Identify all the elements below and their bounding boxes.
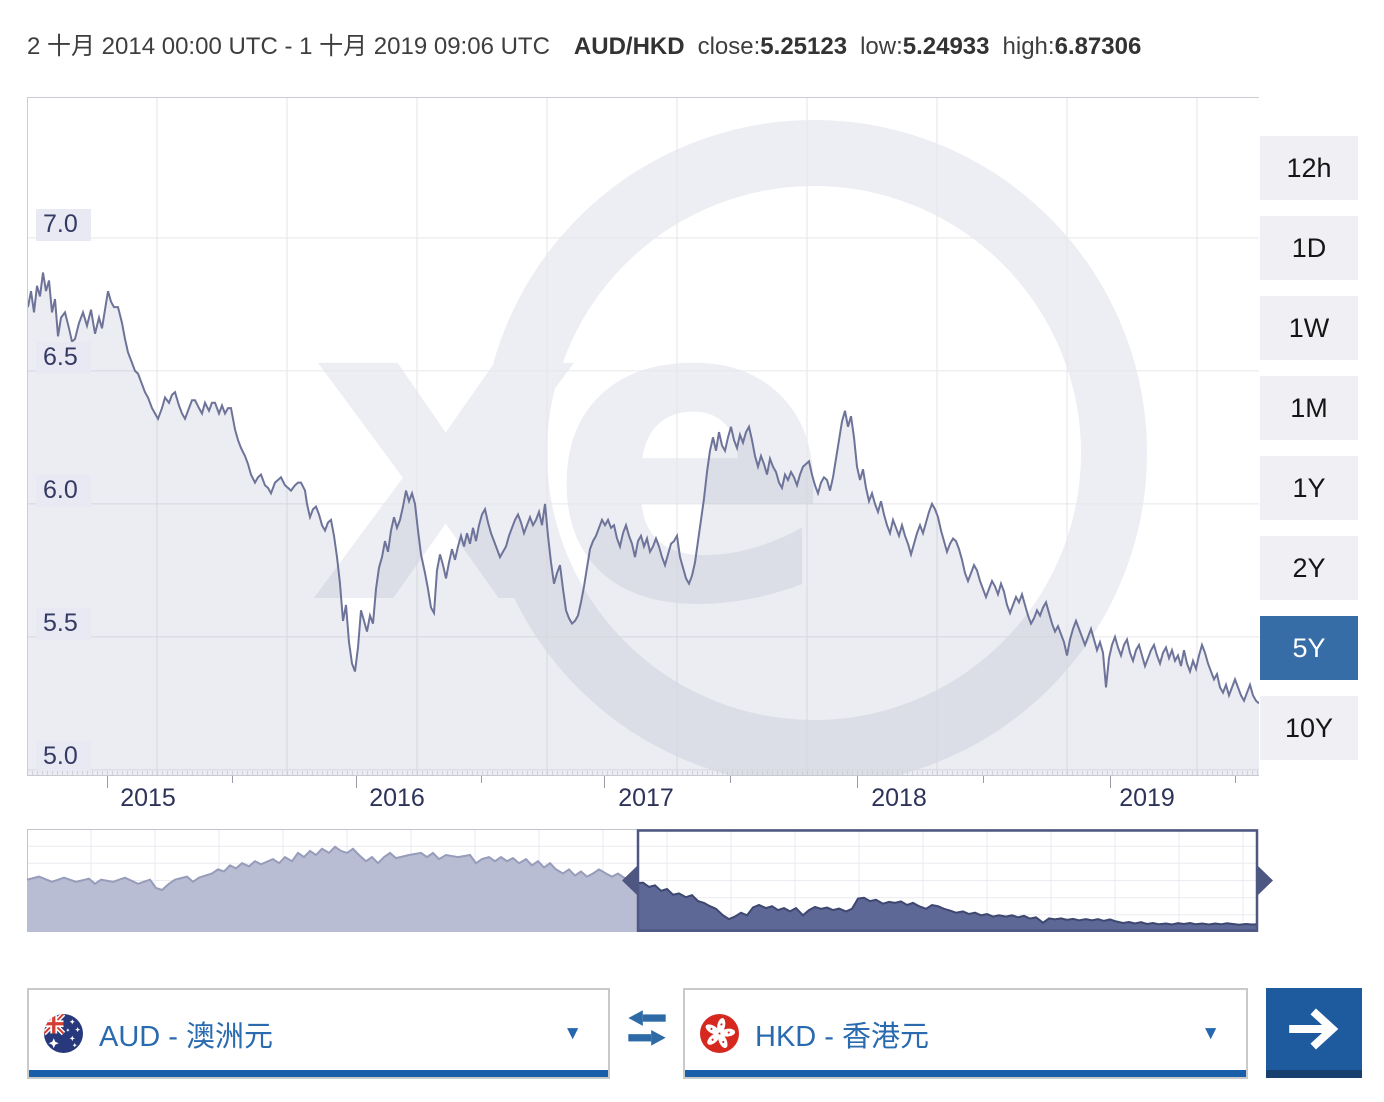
range-button-10y[interactable]: 10Y xyxy=(1260,696,1358,760)
range-button-1w[interactable]: 1W xyxy=(1260,296,1358,360)
navigator-area-unselected xyxy=(27,846,637,932)
price-line xyxy=(28,272,1259,705)
high-value: 6.87306 xyxy=(1054,33,1142,60)
select-underline xyxy=(29,1070,608,1077)
swap-currencies-button[interactable] xyxy=(620,1006,674,1054)
chart-header: 2 十月 2014 00:00 UTC - 1 十月 2019 09:06 UT… xyxy=(27,26,1141,61)
x-axis-major-tick xyxy=(604,776,605,788)
range-button-1y[interactable]: 1Y xyxy=(1260,456,1358,520)
price-area xyxy=(28,272,1259,776)
x-axis-minor-tick xyxy=(983,776,984,783)
to-currency-select[interactable]: HKD - 香港元 ▼ xyxy=(683,988,1248,1079)
view-chart-button[interactable] xyxy=(1266,988,1362,1078)
high-label: high: xyxy=(1002,33,1055,60)
x-axis-year-label: 2019 xyxy=(1119,784,1175,812)
to-currency-label: HKD - 香港元 xyxy=(755,1020,930,1053)
from-currency-label: AUD - 澳洲元 xyxy=(99,1020,274,1053)
high-stat: high:6.87306 xyxy=(1003,33,1142,60)
range-selector: 12h 1D 1W 1M 1Y 2Y 5Y 10Y xyxy=(1260,136,1358,776)
navigator-area-selected xyxy=(637,882,1258,932)
chevron-down-icon: ▼ xyxy=(1201,1022,1220,1044)
x-axis-minor-tick xyxy=(481,776,482,783)
svg-text:e: e xyxy=(549,209,834,698)
low-stat: low:5.24933 xyxy=(860,33,989,60)
close-stat: close:5.25123 xyxy=(698,33,847,60)
navigator-selection[interactable] xyxy=(636,829,1259,932)
close-label: close: xyxy=(697,33,761,60)
price-chart-svg: xe xyxy=(28,98,1259,776)
y-axis-label: 5.0 xyxy=(36,740,91,773)
from-currency-select[interactable]: AUD - 澳洲元 ▼ xyxy=(27,988,610,1079)
select-underline xyxy=(685,1070,1246,1077)
y-axis-label: 6.0 xyxy=(36,474,91,507)
date-range: 2 十月 2014 00:00 UTC - 1 十月 2019 09:06 UT… xyxy=(27,33,550,60)
australia-flag-icon xyxy=(44,1014,83,1053)
range-button-1d[interactable]: 1D xyxy=(1260,216,1358,280)
y-axis-label: 7.0 xyxy=(36,208,91,241)
x-axis-major-tick xyxy=(1110,776,1111,788)
x-axis-major-tick xyxy=(857,776,858,788)
hong-kong-flag-icon xyxy=(700,1014,739,1053)
chevron-down-icon: ▼ xyxy=(563,1022,582,1044)
x-axis-minor-tick xyxy=(1235,776,1236,783)
chart-navigator[interactable] xyxy=(26,829,1273,932)
x-axis-major-tick xyxy=(107,776,108,788)
y-axis-label: 6.5 xyxy=(36,341,91,374)
x-axis-year-label: 2017 xyxy=(618,784,674,812)
navigator-right-handle[interactable] xyxy=(1258,866,1273,895)
y-axis-label: 5.5 xyxy=(36,607,91,640)
xe-watermark: xe xyxy=(307,120,1147,776)
currency-pair: AUD/HKD xyxy=(573,33,685,60)
range-button-2y[interactable]: 2Y xyxy=(1260,536,1358,600)
low-value: 5.24933 xyxy=(902,33,990,60)
navigator-svg xyxy=(26,829,1273,932)
range-button-12h[interactable]: 12h xyxy=(1260,136,1358,200)
arrow-right-icon xyxy=(1289,1008,1339,1050)
low-label: low: xyxy=(860,33,903,60)
range-button-1m[interactable]: 1M xyxy=(1260,376,1358,440)
x-axis-minor-tick xyxy=(730,776,731,783)
swap-arrows-icon xyxy=(628,1010,666,1046)
x-axis-year-label: 2018 xyxy=(871,784,927,812)
close-value: 5.25123 xyxy=(760,33,848,60)
navigator-left-handle[interactable] xyxy=(622,866,637,895)
x-axis-major-tick xyxy=(356,776,357,788)
x-axis-minor-tick xyxy=(232,776,233,783)
x-axis: 2015 2016 2017 2018 2019 xyxy=(27,771,1259,818)
grid-lines xyxy=(28,98,1259,776)
x-axis-year-label: 2016 xyxy=(369,784,425,812)
x-axis-year-label: 2015 xyxy=(120,784,176,812)
range-button-5y[interactable]: 5Y xyxy=(1260,616,1358,680)
